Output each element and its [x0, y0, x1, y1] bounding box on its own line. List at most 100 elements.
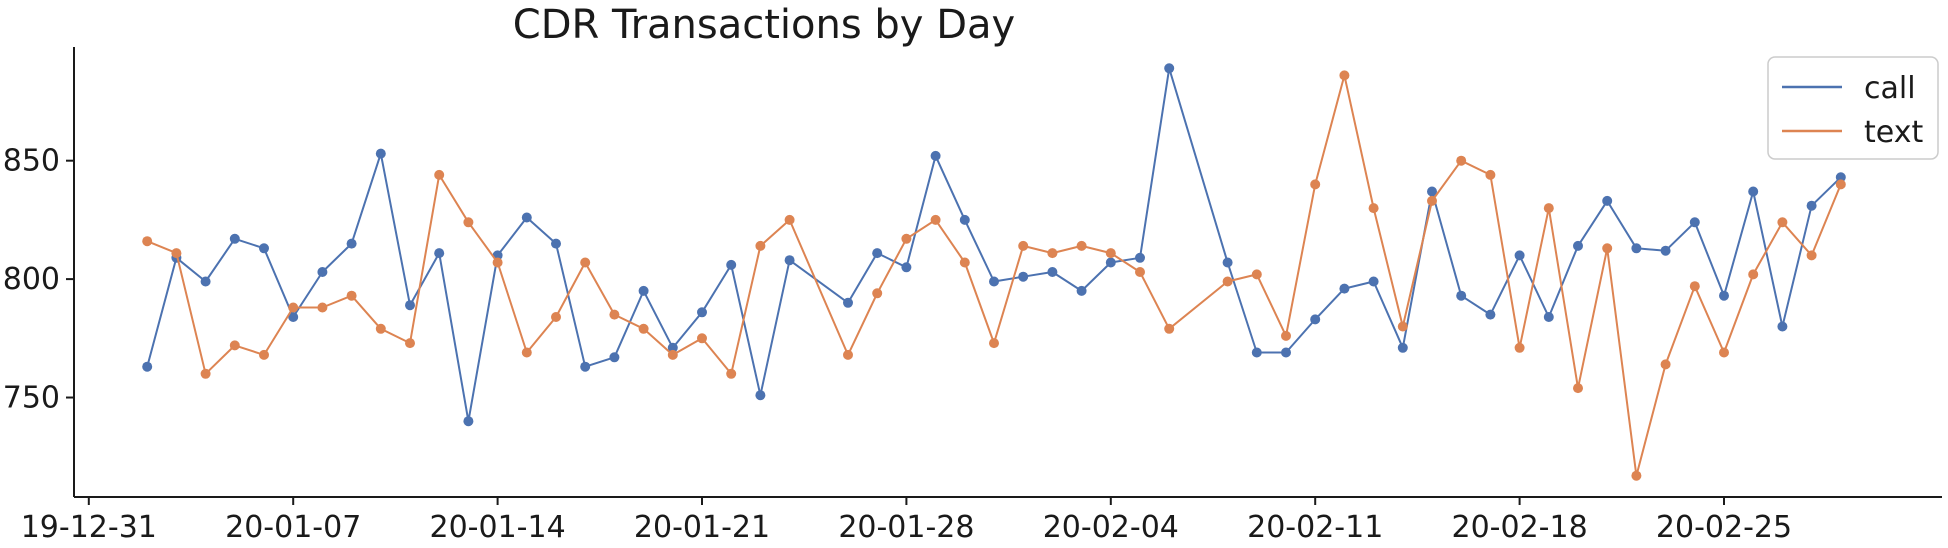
- data-point-text: [1427, 195, 1437, 206]
- data-point-call: [1660, 245, 1671, 256]
- data-point-text: [930, 214, 941, 225]
- data-point-call: [1456, 290, 1467, 301]
- data-point-text: [1368, 203, 1379, 214]
- data-point-call: [1047, 267, 1058, 277]
- series-layer: [142, 63, 1846, 481]
- data-point-text: [1660, 359, 1671, 370]
- data-point-call: [1543, 312, 1554, 322]
- data-point-call: [229, 233, 240, 244]
- data-point-call: [872, 248, 883, 259]
- data-point-call: [463, 416, 474, 427]
- data-point-text: [375, 323, 386, 334]
- data-point-call: [697, 307, 707, 318]
- x-tick-label: 20-01-21: [634, 510, 770, 545]
- data-point-text: [1076, 240, 1087, 251]
- y-tick-label: 850: [3, 144, 60, 179]
- data-point-call: [1485, 309, 1496, 320]
- data-point-call: [1514, 250, 1525, 261]
- x-tick-label: 20-01-14: [430, 510, 566, 545]
- y-tick-label: 800: [3, 262, 60, 297]
- data-point-text: [142, 236, 153, 247]
- legend-label-text: text: [1864, 115, 1923, 150]
- data-point-call: [375, 148, 386, 159]
- data-point-call: [609, 352, 620, 363]
- x-tick-label: 20-02-11: [1247, 510, 1383, 545]
- data-point-call: [551, 238, 561, 249]
- legend-box: [1767, 56, 1939, 160]
- data-point-call: [667, 342, 678, 353]
- legend: call text: [1767, 56, 1939, 160]
- data-point-call: [1689, 217, 1700, 228]
- x-tick-label: 20-02-18: [1452, 510, 1588, 545]
- data-point-text: [1573, 383, 1583, 394]
- data-point-call: [726, 259, 737, 270]
- data-point-call: [317, 267, 328, 277]
- data-point-text: [580, 257, 591, 268]
- data-point-text: [872, 288, 883, 299]
- data-point-call: [930, 150, 941, 161]
- data-point-call: [843, 297, 853, 308]
- data-point-text: [229, 340, 240, 351]
- data-point-call: [1281, 347, 1291, 358]
- data-point-text: [1281, 330, 1291, 341]
- data-point-call: [1339, 283, 1350, 294]
- data-point-call: [959, 214, 970, 225]
- legend-label-call: call: [1864, 71, 1916, 106]
- data-point-text: [1748, 269, 1759, 280]
- x-tick-label: 20-02-04: [1043, 510, 1179, 545]
- data-point-call: [346, 238, 357, 249]
- data-point-call: [1573, 240, 1583, 251]
- x-tick-label: 20-02-25: [1656, 510, 1792, 545]
- data-point-text: [1777, 217, 1788, 228]
- data-point-text: [638, 323, 649, 334]
- data-point-call: [1777, 321, 1788, 332]
- data-point-text: [1135, 267, 1145, 277]
- data-point-text: [1310, 179, 1321, 190]
- data-point-call: [1105, 257, 1116, 268]
- data-point-text: [288, 302, 299, 313]
- data-point-call: [1164, 63, 1175, 74]
- data-point-text: [843, 349, 853, 360]
- data-point-text: [609, 309, 620, 320]
- axes: [73, 47, 1942, 498]
- x-tick-label: 20-01-07: [225, 510, 361, 545]
- chart-title: CDR Transactions by Day: [513, 2, 1015, 48]
- data-point-text: [1806, 250, 1817, 261]
- data-point-text: [200, 368, 211, 379]
- data-point-call: [259, 243, 269, 254]
- x-tick-label: 20-01-28: [838, 510, 974, 545]
- data-point-call: [1806, 200, 1817, 211]
- data-point-call: [200, 276, 211, 287]
- data-point-text: [346, 290, 357, 301]
- data-point-call: [901, 262, 912, 273]
- data-point-text: [726, 368, 737, 379]
- data-point-text: [667, 349, 678, 360]
- data-point-text: [405, 338, 415, 349]
- series-line-call: [146, 67, 1842, 423]
- data-point-text: [1047, 248, 1058, 259]
- data-point-text: [755, 240, 766, 251]
- data-point-call: [989, 276, 999, 287]
- y-ticks: 750 800 850: [3, 144, 74, 416]
- data-point-call: [1368, 276, 1379, 287]
- data-point-text: [1339, 70, 1350, 81]
- data-point-text: [1631, 470, 1642, 481]
- data-point-text: [989, 338, 999, 349]
- data-point-text: [551, 312, 561, 322]
- data-point-text: [492, 257, 503, 268]
- data-point-text: [1105, 248, 1116, 259]
- data-point-text: [1514, 342, 1525, 353]
- data-point-text: [1485, 169, 1496, 180]
- data-point-text: [463, 217, 474, 228]
- series-line-text: [146, 74, 1842, 477]
- data-point-text: [1222, 276, 1233, 287]
- data-point-text: [171, 248, 182, 259]
- data-point-text: [1543, 203, 1554, 214]
- data-point-text: [1251, 269, 1262, 280]
- x-ticks: 19-12-31 20-01-07 20-01-14 20-01-21 20-01-28…: [21, 497, 1792, 545]
- data-point-call: [1719, 290, 1729, 301]
- data-point-call: [1631, 243, 1642, 254]
- data-point-call: [580, 361, 591, 372]
- data-point-call: [1602, 195, 1613, 206]
